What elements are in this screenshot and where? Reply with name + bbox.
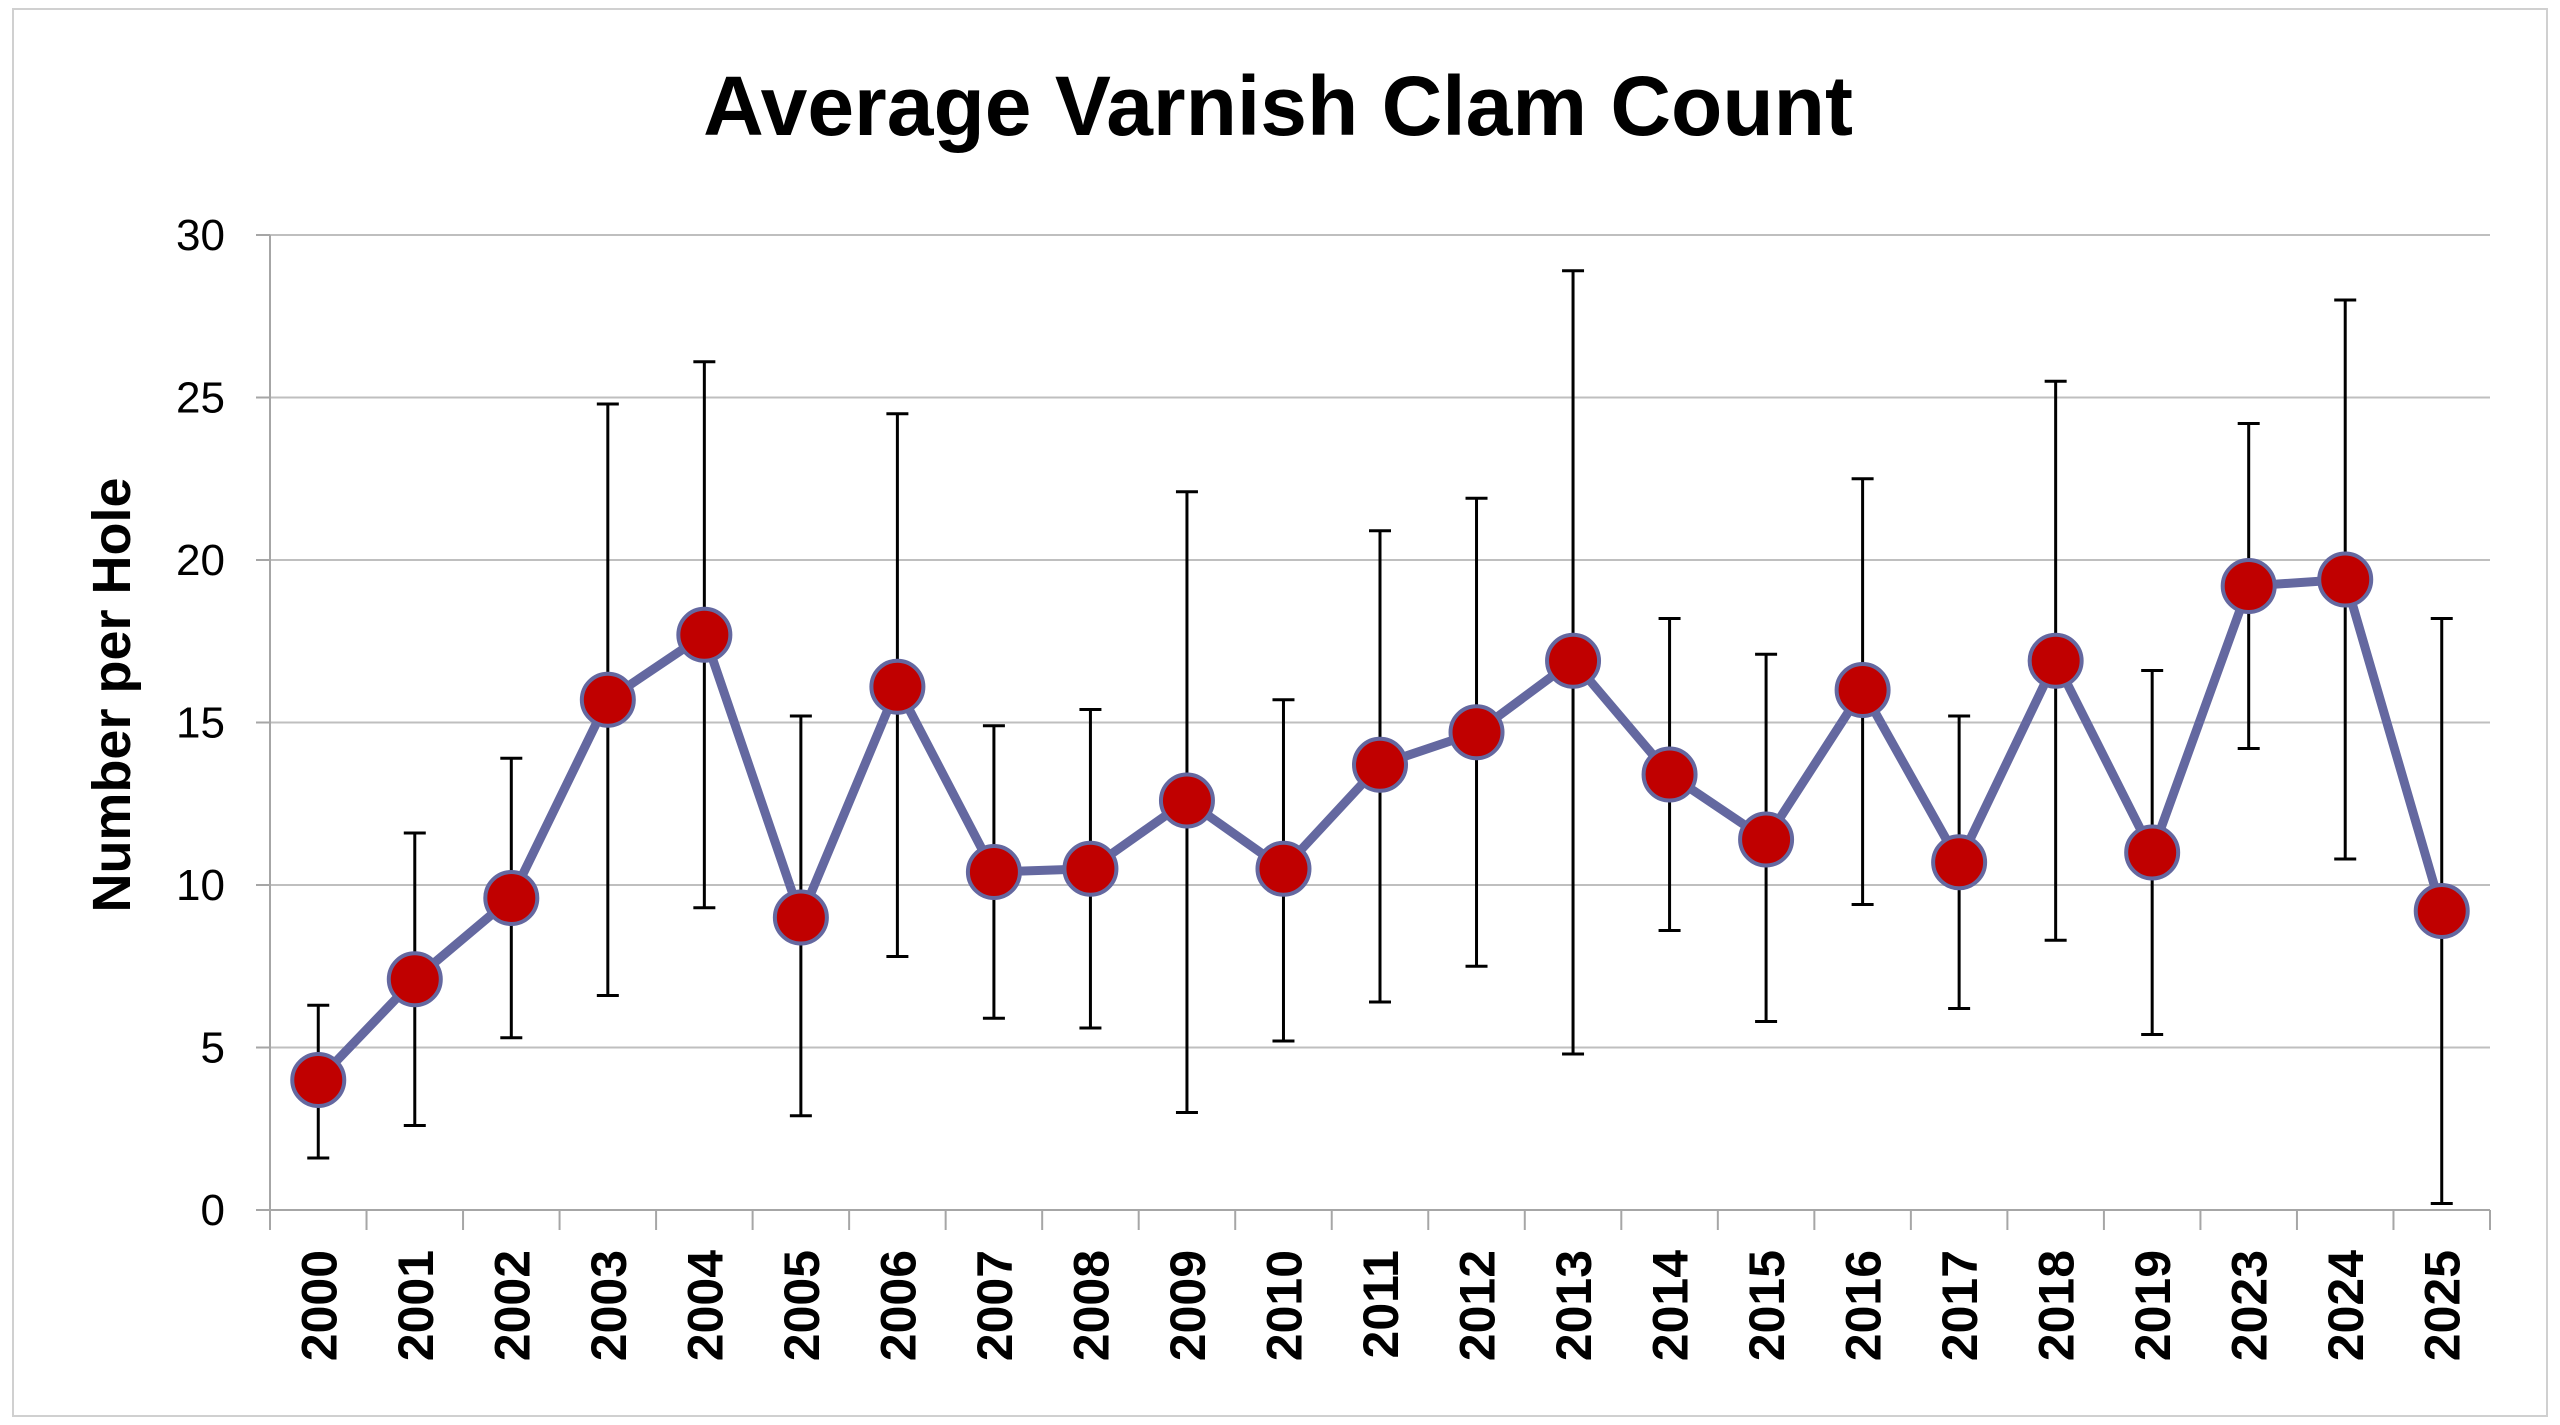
data-point [290,1052,347,1108]
data-point [2220,558,2277,614]
y-tick-labels: 0 5 10 15 20 25 30 [176,211,225,1235]
data-point [1352,736,1408,793]
data-point [1641,746,1698,803]
data-point [579,671,636,728]
data-point [1931,834,1988,891]
data-point [2124,824,2181,881]
x-tick-labels: 2000 2001 2002 2003 2004 2005 2006 2007 2008 2009… [291,1250,2470,1361]
y-tick-label: 10 [176,861,225,910]
x-tick-label: 2016 [1836,1250,1892,1361]
data-point [386,951,443,1008]
x-tick-label: 2025 [2415,1250,2471,1361]
data-point [965,844,1022,900]
x-tick-label: 2013 [1546,1250,1602,1361]
x-tick-label: 2011 [1353,1250,1409,1358]
data-point [1834,662,1891,718]
data-point [2413,883,2470,939]
chart-title: Average Varnish Clam Count [703,59,1853,153]
data-point [1255,840,1312,897]
x-tick-label: 2001 [388,1250,444,1361]
axes [256,234,2491,1230]
x-tick-label: 2007 [967,1250,1023,1361]
x-tick-label: 2002 [484,1250,540,1361]
y-tick-label: 5 [201,1024,225,1073]
data-points [290,551,2470,1108]
data-point [772,889,829,946]
y-tick-label: 30 [176,211,225,260]
x-tick-label: 2009 [1160,1250,1216,1361]
data-point [483,870,540,926]
x-tick-label: 2023 [2222,1250,2278,1361]
data-point [2027,632,2084,689]
y-tick-label: 25 [176,374,225,423]
x-tick-label: 2008 [1063,1250,1119,1361]
data-point [1738,811,1795,868]
y-tick-label: 15 [176,699,225,748]
x-tick-label: 2019 [2125,1250,2181,1361]
data-point [1545,632,1602,689]
x-tick-label: 2014 [1643,1250,1699,1361]
x-tick-label: 2000 [291,1250,347,1361]
data-point [1448,704,1505,761]
x-tick-label: 2010 [1256,1250,1312,1361]
y-tick-label: 0 [201,1186,225,1235]
x-tick-label: 2018 [2029,1250,2085,1361]
chart-frame [12,8,2548,1417]
x-tick-label: 2005 [774,1250,830,1361]
y-axis-label: Number per Hole [82,477,142,912]
data-point [1158,772,1215,829]
x-tick-label: 2024 [2318,1250,2374,1361]
x-tick-label: 2003 [581,1250,637,1361]
x-tick-label: 2015 [1739,1250,1795,1361]
data-point [2317,551,2374,608]
x-tick-label: 2006 [870,1250,926,1361]
data-point [1062,840,1119,897]
data-point [869,658,926,715]
y-tick-label: 20 [176,536,225,585]
x-tick-label: 2004 [677,1250,733,1361]
x-tick-label: 2012 [1450,1250,1506,1361]
x-tick-label: 2017 [1932,1250,1988,1361]
grid-lines [270,234,2490,1049]
data-point [676,606,733,663]
